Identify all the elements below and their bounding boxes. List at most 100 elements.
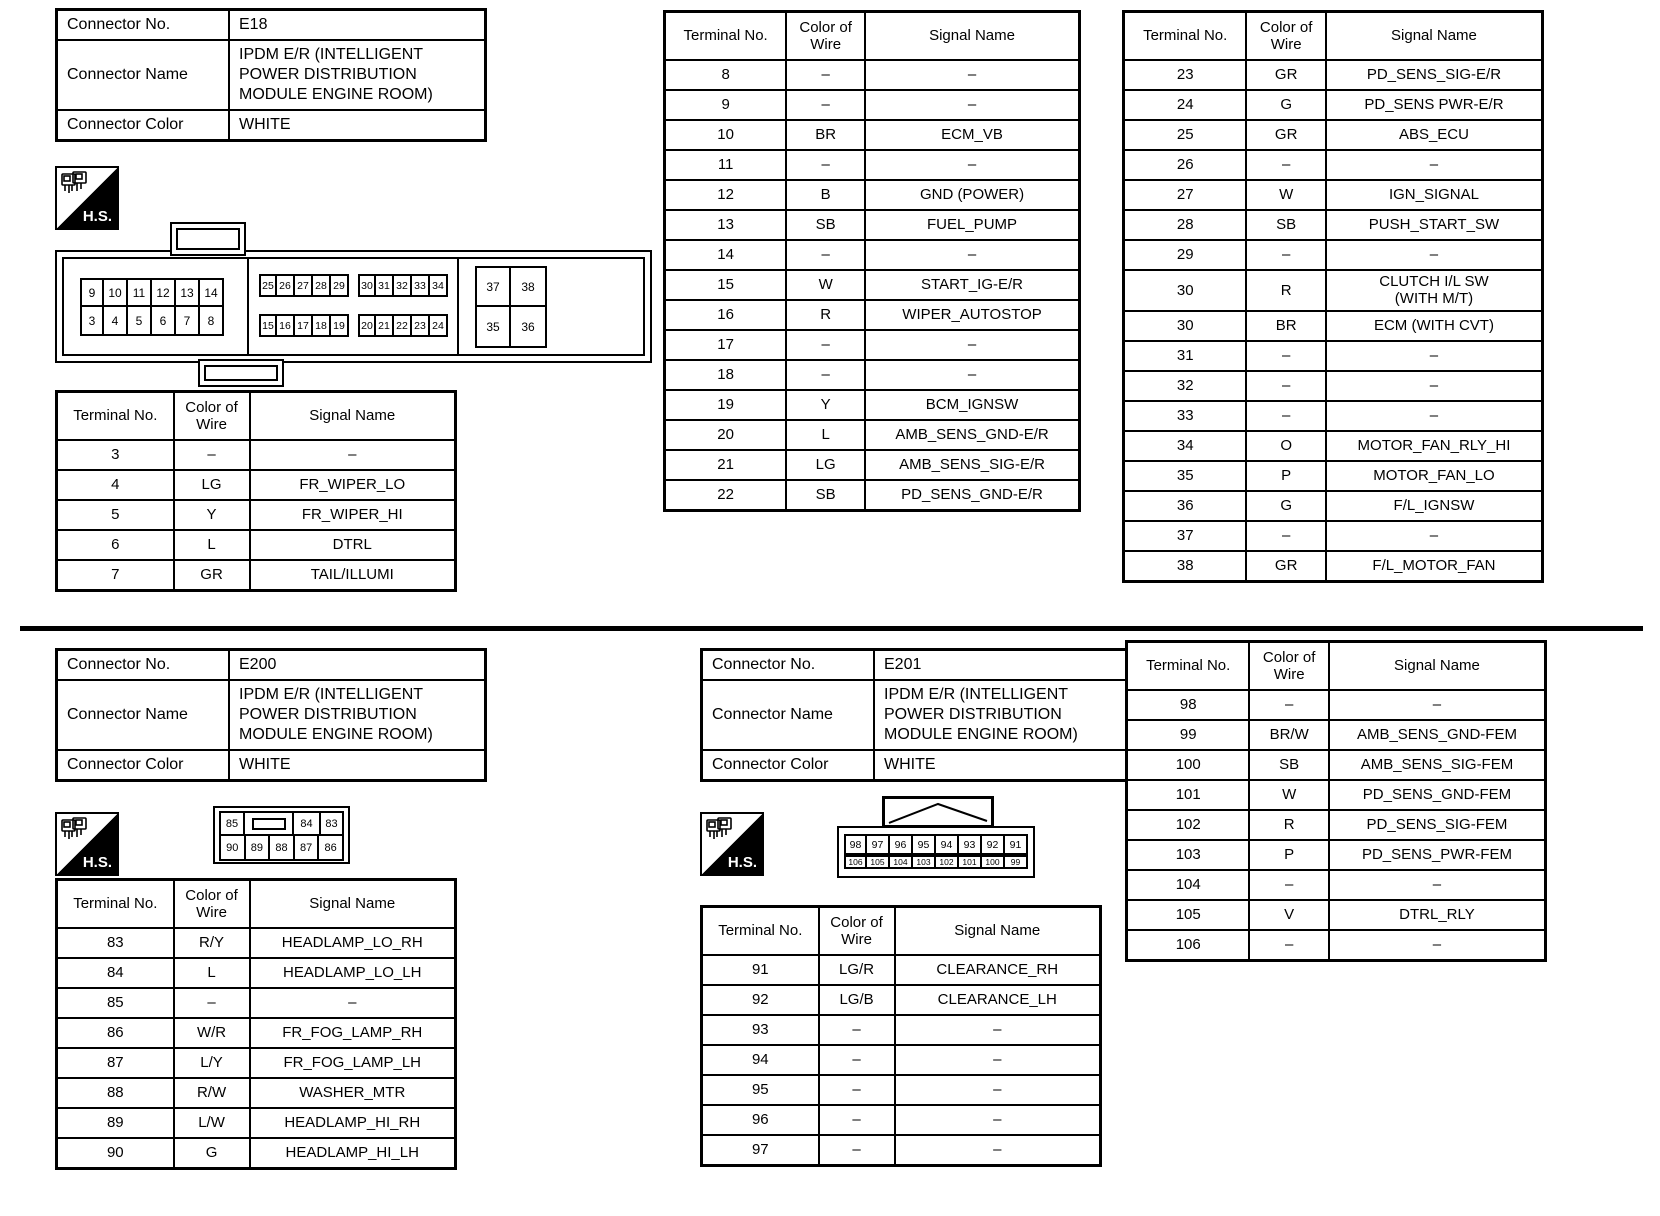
info-row: Connector No. E18 bbox=[55, 8, 487, 41]
terminal-cell: ECM (WITH CVT) bbox=[1324, 309, 1544, 342]
pin-37: 37 bbox=[475, 266, 511, 307]
column-header: Terminal No. bbox=[1125, 640, 1251, 691]
terminal-cell: FUEL_PUMP bbox=[864, 209, 1081, 241]
column-header: Terminal No. bbox=[700, 905, 820, 956]
terminal-cell: R/Y bbox=[172, 927, 251, 959]
terminal-cell: SB bbox=[785, 209, 867, 241]
terminal-cell: 100 bbox=[1125, 749, 1251, 781]
terminal-cell: – bbox=[1327, 869, 1547, 901]
e18-face-top-tab bbox=[170, 222, 246, 256]
terminal-row: 8– – bbox=[663, 59, 1081, 91]
terminal-cell: GR bbox=[1245, 59, 1327, 91]
terminal-cell: 9 bbox=[663, 89, 788, 121]
terminal-cell: 91 bbox=[700, 954, 820, 986]
pin-103: 103 bbox=[913, 855, 936, 869]
pin-6: 6 bbox=[152, 307, 176, 336]
info-row: Connector Name IPDM E/R (INTELLIGENT POWE… bbox=[55, 679, 487, 751]
terminal-cell: 26 bbox=[1122, 149, 1248, 181]
info-row: Connector Color WHITE bbox=[55, 749, 487, 782]
terminal-cell: – bbox=[864, 359, 1081, 391]
terminal-cell: BR bbox=[785, 119, 867, 151]
terminal-cell: P bbox=[1245, 459, 1327, 492]
column-header: Signal Name bbox=[248, 878, 457, 929]
terminal-cell: – bbox=[1245, 239, 1327, 271]
column-header: Color of Wire bbox=[172, 390, 251, 441]
terminal-cell: HEADLAMP_LO_RH bbox=[248, 927, 457, 959]
terminal-cell: BR bbox=[1245, 309, 1327, 342]
terminal-row: 35 P MOTOR_FAN_LO bbox=[1122, 459, 1544, 492]
terminal-row: 32– – bbox=[1122, 369, 1544, 402]
column-header: Terminal No. bbox=[55, 390, 175, 441]
terminal-cell: HEADLAMP_LO_LH bbox=[248, 957, 457, 989]
pin-7: 7 bbox=[176, 307, 200, 336]
terminal-cell: 101 bbox=[1125, 779, 1251, 811]
pin-90: 90 bbox=[219, 836, 246, 861]
pin-85: 85 bbox=[219, 811, 245, 836]
terminal-cell: 31 bbox=[1122, 339, 1248, 372]
pin-4: 4 bbox=[104, 307, 128, 336]
column-header: Color of Wire bbox=[785, 10, 867, 61]
terminal-row: 24 G PD_SENS PWR-E/R bbox=[1122, 89, 1544, 121]
terminal-cell: – bbox=[1245, 399, 1327, 432]
e18-face-middle-cavity: 25 26 27 28 29 30 31 32 33 34 15 16 17 18 19 20 21 22 2… bbox=[249, 259, 459, 354]
terminal-cell: WIPER_AUTOSTOP bbox=[864, 299, 1081, 331]
terminal-cell: 20 bbox=[663, 419, 788, 451]
terminal-row: 95– – bbox=[700, 1074, 1102, 1106]
pin-34: 34 bbox=[430, 274, 448, 297]
terminal-row: 16 R WIPER_AUTOSTOP bbox=[663, 299, 1081, 331]
pin-23: 23 bbox=[412, 314, 430, 337]
e18-terminal-table-2: Terminal No. Color of Wire Signal Name 8– –9… bbox=[663, 10, 1081, 512]
terminal-row: 22 SB PD_SENS_GND-E/R bbox=[663, 479, 1081, 512]
info-value: IPDM E/R (INTELLIGENT POWER DISTRIBUTION… bbox=[873, 679, 1132, 751]
e201-terminal-table-2: Terminal No. Color of Wire Signal Name 98– –… bbox=[1125, 640, 1547, 962]
terminal-cell: – bbox=[1327, 689, 1547, 721]
terminal-cell: LG bbox=[172, 469, 251, 501]
terminal-cell: 95 bbox=[700, 1074, 820, 1106]
pin-102: 102 bbox=[936, 855, 959, 869]
terminal-cell: GR bbox=[172, 559, 251, 592]
terminal-cell: 5 bbox=[55, 499, 175, 531]
terminal-cell: LG bbox=[785, 449, 867, 481]
terminal-cell: – bbox=[1324, 399, 1544, 432]
terminal-row: 101 W PD_SENS_GND-FEM bbox=[1125, 779, 1547, 811]
terminal-cell: SB bbox=[785, 479, 867, 512]
terminal-cell: 22 bbox=[663, 479, 788, 512]
connector-glyph-icon bbox=[59, 170, 93, 205]
terminal-cell: MOTOR_FAN_RLY_HI bbox=[1324, 429, 1544, 462]
terminal-cell: 85 bbox=[55, 987, 175, 1019]
terminal-row: 38 GR F/L_MOTOR_FAN bbox=[1122, 549, 1544, 582]
terminal-row: 85– – bbox=[55, 987, 457, 1019]
terminal-row: 102 R PD_SENS_SIG-FEM bbox=[1125, 809, 1547, 841]
pin-91: 91 bbox=[1005, 834, 1028, 855]
terminal-cell: PD_SENS PWR-E/R bbox=[1324, 89, 1544, 121]
pin-22: 22 bbox=[394, 314, 412, 337]
terminal-cell: 13 bbox=[663, 209, 788, 241]
terminal-cell: 103 bbox=[1125, 839, 1251, 871]
terminal-cell: – bbox=[785, 239, 867, 271]
terminal-row: 13 SB FUEL_PUMP bbox=[663, 209, 1081, 241]
connector-glyph-icon bbox=[59, 816, 93, 851]
info-value: E201 bbox=[873, 648, 1132, 681]
terminal-cell: – bbox=[1245, 519, 1327, 552]
terminal-cell: 14 bbox=[663, 239, 788, 271]
terminal-row: 88 R/W WASHER_MTR bbox=[55, 1077, 457, 1109]
terminal-cell: R/W bbox=[172, 1077, 251, 1109]
terminal-cell: – bbox=[1327, 929, 1547, 962]
terminal-cell: G bbox=[1245, 489, 1327, 522]
pin-15: 15 bbox=[259, 314, 277, 337]
terminal-cell: PD_SENS_PWR-FEM bbox=[1327, 839, 1547, 871]
e201-info-table: Connector No. E201 Connector Name IPDM E/R … bbox=[700, 648, 1132, 782]
terminal-cell: – bbox=[817, 1014, 896, 1046]
info-value: IPDM E/R (INTELLIGENT POWER DISTRIBUTION… bbox=[228, 39, 487, 111]
info-label: Connector Color bbox=[700, 749, 875, 782]
e18-terminal-table-3: Terminal No. Color of Wire Signal Name 23 GR… bbox=[1122, 10, 1544, 583]
terminal-row: 91 LG/R CLEARANCE_RH bbox=[700, 954, 1102, 986]
pin-13: 13 bbox=[176, 278, 200, 307]
hs-badge: H.S. bbox=[727, 854, 757, 871]
pin-32: 32 bbox=[394, 274, 412, 297]
pin-17: 17 bbox=[295, 314, 313, 337]
pin-106: 106 bbox=[844, 855, 867, 869]
terminal-cell: PD_SENS_GND-FEM bbox=[1327, 779, 1547, 811]
terminal-cell: GR bbox=[1245, 119, 1327, 151]
terminal-cell: SB bbox=[1248, 749, 1330, 781]
